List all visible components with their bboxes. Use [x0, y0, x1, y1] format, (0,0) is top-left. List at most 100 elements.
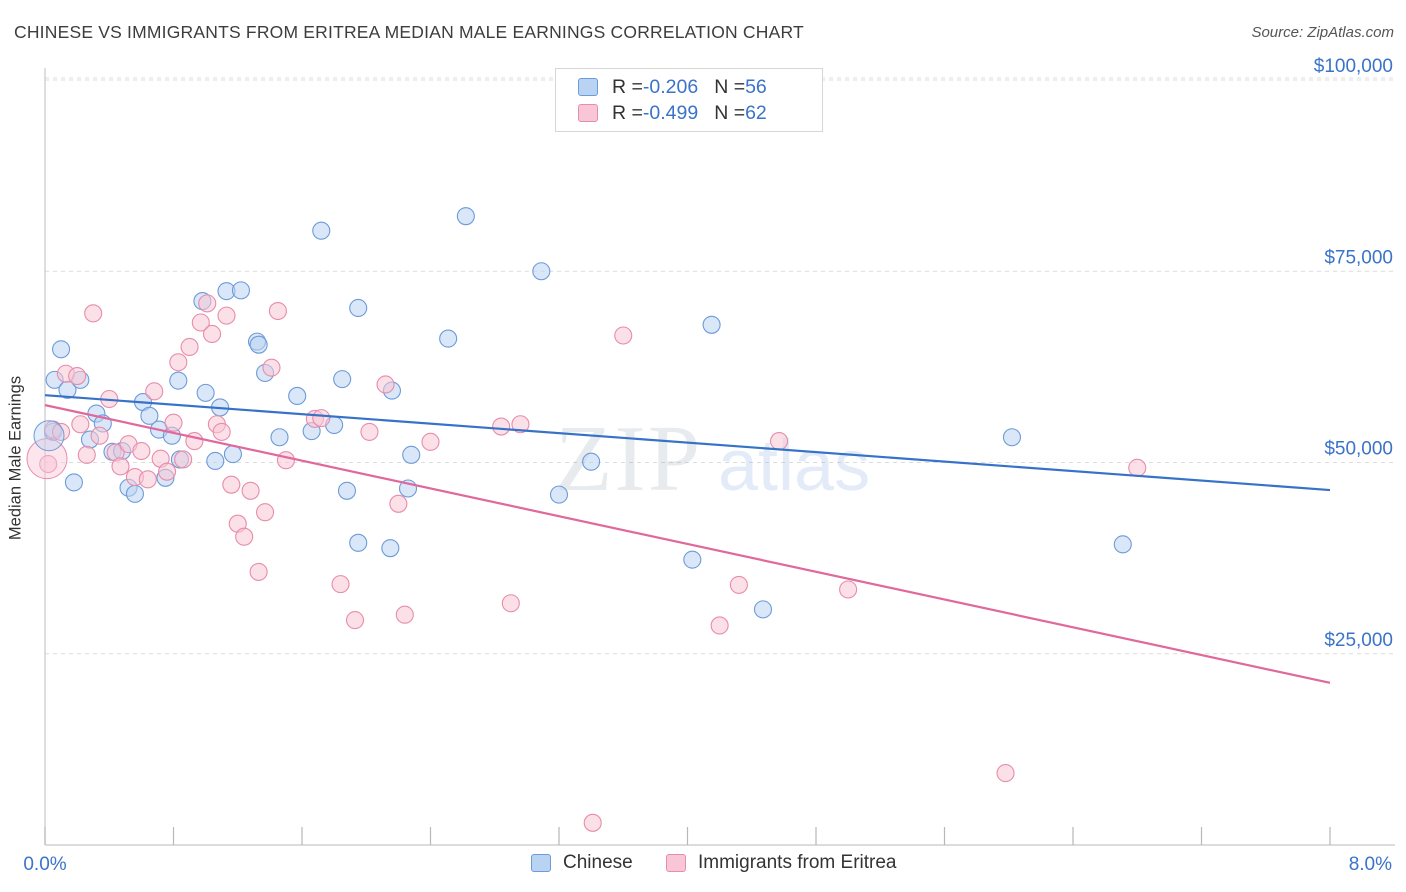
eritrea-point	[345, 611, 365, 630]
chinese-point	[125, 484, 144, 503]
eritrea-point	[52, 422, 71, 441]
chinese-point	[549, 485, 569, 504]
x-tick-label-max: 8.0%	[1349, 854, 1392, 875]
eritrea-point	[84, 304, 103, 323]
x-tick-label-min: 0.0%	[23, 854, 66, 875]
chinese-point	[1002, 428, 1022, 447]
eritrea-point	[331, 575, 350, 594]
legend-item-eritrea[interactable]: Immigrants from Eritrea	[666, 852, 896, 874]
eritrea-point	[241, 481, 260, 500]
eritrea-point	[138, 470, 157, 489]
eritrea-point	[249, 562, 268, 581]
y-tick-label: $25,000	[1324, 630, 1393, 651]
chinese-point	[683, 550, 702, 569]
n-label: N =	[714, 101, 746, 124]
watermark-zip: ZIP	[555, 407, 702, 511]
eritrea-point	[395, 605, 414, 624]
chinese-point	[288, 386, 307, 405]
chinese-point	[439, 329, 458, 348]
eritrea-point	[614, 326, 633, 345]
eritrea-point	[710, 616, 729, 635]
eritrea-point	[77, 445, 96, 464]
n-value: 56	[745, 75, 767, 98]
eritrea-point	[145, 382, 164, 401]
eritrea-point	[276, 451, 295, 470]
eritrea-point	[501, 594, 520, 613]
n-label: N =	[714, 75, 746, 98]
eritrea-point	[770, 432, 789, 451]
y-axis-label: Median Male Earnings	[6, 375, 25, 541]
eritrea-point	[256, 503, 275, 522]
legend-label-chinese: Chinese	[563, 852, 633, 873]
chinese-point	[169, 371, 188, 390]
eritrea-point	[180, 337, 199, 357]
eritrea-point	[68, 367, 87, 386]
trend-lines	[44, 394, 1331, 684]
grid-lines	[45, 77, 1395, 655]
n-value: 62	[745, 101, 767, 124]
eritrea-point	[222, 475, 241, 494]
chinese-point	[702, 315, 721, 334]
eritrea-point	[212, 422, 231, 441]
eritrea-point	[198, 294, 217, 313]
r-label: R =	[612, 75, 643, 98]
chinese-point	[206, 451, 225, 471]
eritrea-swatch	[666, 854, 686, 872]
chinese-point	[456, 207, 475, 226]
eritrea-swatch	[578, 104, 598, 122]
data-points	[26, 207, 1147, 832]
eritrea-point	[729, 575, 748, 594]
chinese-point	[333, 370, 352, 389]
chinese-point	[349, 533, 368, 552]
chinese-point	[231, 281, 251, 300]
chinese-point	[349, 298, 368, 318]
eritrea-point	[71, 415, 90, 434]
eritrea-point	[389, 494, 408, 513]
eritrea-point	[583, 813, 602, 832]
legend-item-chinese[interactable]: Chinese	[531, 852, 633, 874]
eritrea-point	[262, 358, 281, 377]
eritrea-point	[132, 441, 151, 461]
eritrea-point	[158, 462, 177, 481]
eritrea-point	[191, 313, 210, 332]
eritrea-point	[996, 764, 1015, 783]
eritrea-point	[164, 413, 183, 432]
correlation-legend: R = -0.206 N = 56 R = -0.499 N = 62	[555, 68, 823, 132]
eritrea-point	[268, 301, 287, 321]
r-value: -0.499	[642, 101, 699, 124]
eritrea-point	[376, 375, 395, 394]
chinese-point	[64, 473, 83, 492]
r-label: R =	[612, 101, 643, 124]
chinese-point	[140, 406, 159, 425]
eritrea-point	[39, 454, 58, 474]
legend-label-eritrea: Immigrants from Eritrea	[698, 852, 897, 873]
chinese-point	[196, 383, 215, 402]
eritrea-point	[1128, 458, 1147, 477]
chinese-point	[582, 452, 601, 471]
chinese-point	[337, 481, 357, 500]
tick-labels: $25,000 $50,000 $75,000 $100,000 0.0% 8.0%	[23, 56, 1393, 875]
chinese-point	[753, 600, 773, 619]
chinese-point	[1113, 535, 1132, 554]
eritrea-trend-line	[44, 404, 1331, 684]
eritrea-point	[839, 580, 858, 599]
chinese-point	[532, 262, 551, 281]
legend-row-eritrea: R = -0.499 N = 62	[578, 100, 767, 126]
chinese-swatch	[578, 78, 598, 96]
chinese-point	[249, 335, 268, 354]
eritrea-point	[511, 415, 530, 434]
eritrea-point	[111, 457, 130, 476]
chinese-point	[33, 420, 65, 452]
chart-title: CHINESE VS IMMIGRANTS FROM ERITREA MEDIA…	[14, 22, 804, 42]
y-tick-label: $50,000	[1324, 439, 1393, 460]
axes	[44, 68, 1395, 846]
eritrea-point	[217, 306, 236, 325]
chinese-point	[312, 221, 331, 240]
watermark: ZIP atlas	[555, 407, 870, 511]
chinese-trend-line	[44, 394, 1331, 492]
watermark-atlas: atlas	[718, 426, 870, 506]
chinese-point	[52, 340, 71, 359]
source-label: Source: ZipAtlas.com	[1251, 24, 1394, 41]
y-tick-label: $75,000	[1324, 247, 1393, 268]
